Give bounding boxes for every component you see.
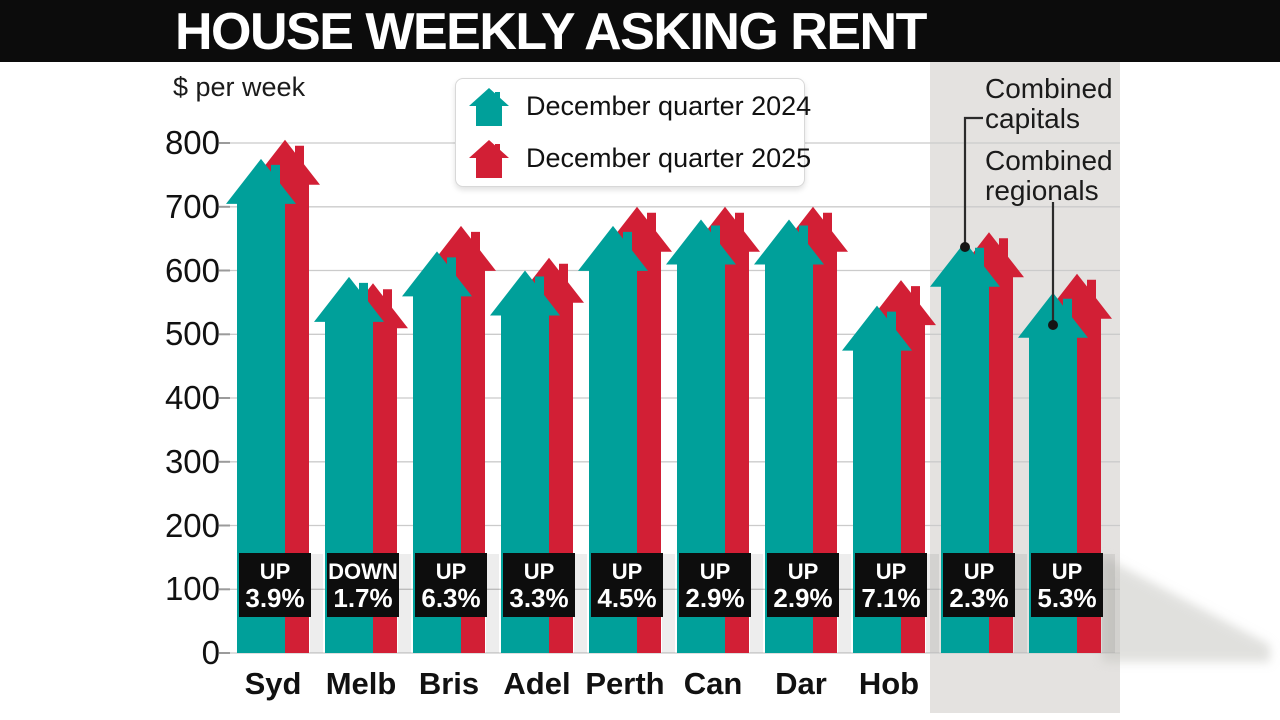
change-badge-5: UP 2.9% — [679, 553, 751, 617]
change-badge-4: UP 4.5% — [591, 553, 663, 617]
bar-shadow — [398, 554, 411, 653]
change-badge-7: UP 7.1% — [855, 553, 927, 617]
change-direction: UP — [787, 559, 819, 584]
change-direction: UP — [611, 559, 643, 584]
bar-shadow — [662, 554, 675, 653]
ground-shadow — [1102, 556, 1270, 662]
x-axis-label-syd: Syd — [244, 666, 302, 701]
bar-shadow — [574, 554, 587, 653]
x-axis-label-melb: Melb — [325, 666, 397, 701]
legend-house-glyph — [469, 87, 509, 126]
y-axis-label-500: 500 — [164, 315, 220, 353]
y-axis-label-0: 0 — [201, 634, 220, 671]
legend-house-glyph — [469, 139, 509, 178]
change-badge-6: UP 2.9% — [767, 553, 839, 617]
change-badge-9: UP 5.3% — [1031, 553, 1103, 617]
house-bar-2024-0 — [226, 158, 296, 653]
legend-item-2024: December quarter 2024 — [466, 85, 811, 129]
x-axis-label-can: Can — [683, 666, 743, 701]
legend-label-2025: December quarter 2025 — [526, 143, 812, 173]
y-axis-label-300: 300 — [164, 442, 220, 480]
change-percent: 4.5% — [597, 583, 657, 613]
house-bar-2024-8 — [930, 241, 1000, 654]
change-badge-2: UP 6.3% — [415, 553, 487, 617]
y-axis-unit-label: $ per week — [173, 72, 306, 102]
change-direction: UP — [523, 559, 555, 584]
x-axis-label-hob: Hob — [858, 666, 920, 701]
legend: December quarter 2024 December quarter 2… — [455, 78, 811, 187]
bar-shadow — [310, 554, 323, 653]
x-axis-label-perth: Perth — [585, 666, 665, 701]
bar-shadow — [838, 554, 851, 653]
capitals-dot — [960, 242, 970, 252]
legend-label-2024: December quarter 2024 — [526, 91, 812, 121]
annotation-combined-regionals: Combined regionals — [985, 145, 1113, 206]
y-axis-label-100: 100 — [164, 570, 220, 608]
y-axis-label-800: 800 — [164, 124, 220, 161]
change-percent: 3.3% — [509, 583, 569, 613]
change-direction: UP — [259, 559, 291, 584]
change-badge-3: UP 3.3% — [503, 553, 575, 617]
house-bar-2024-4 — [578, 225, 648, 653]
change-percent: 3.9% — [245, 583, 305, 613]
change-percent: 1.7% — [333, 583, 393, 613]
bar-shadow — [750, 554, 763, 653]
y-axis-label-600: 600 — [164, 251, 220, 289]
chart-title: HOUSE WEEKLY ASKING RENT — [175, 3, 927, 61]
y-axis-label-700: 700 — [164, 187, 220, 225]
red-house-icon — [469, 139, 509, 178]
regionals-dot — [1048, 320, 1058, 330]
change-percent: 7.1% — [861, 583, 921, 613]
x-axis-label-bris: Bris — [418, 666, 480, 701]
change-direction: UP — [699, 559, 731, 584]
change-direction: UP — [1051, 559, 1083, 584]
house-bar-2024-6 — [754, 219, 824, 653]
x-axis-label-dar: Dar — [775, 666, 827, 701]
bar-shadow — [1014, 554, 1027, 653]
change-badge-0: UP 3.9% — [239, 553, 311, 617]
annotation-combined-capitals: Combined capitals — [985, 73, 1113, 134]
change-direction: UP — [963, 559, 995, 584]
change-percent: 2.3% — [949, 583, 1009, 613]
bar-shadow — [926, 554, 939, 653]
teal-house-icon — [469, 87, 509, 126]
capitals-leader-line — [963, 116, 983, 244]
legend-item-2025: December quarter 2025 — [466, 137, 811, 181]
title-bar: HOUSE WEEKLY ASKING RENT — [0, 0, 1280, 62]
y-axis-label-400: 400 — [164, 379, 220, 416]
change-percent: 2.9% — [773, 583, 833, 613]
house-bar-2024-5 — [666, 219, 736, 653]
change-badge-1: DOWN 1.7% — [327, 553, 399, 617]
change-badge-8: UP 2.3% — [943, 553, 1015, 617]
change-direction: DOWN — [328, 559, 398, 584]
change-percent: 2.9% — [685, 583, 745, 613]
y-axis-label-200: 200 — [164, 506, 220, 544]
bar-shadow — [1102, 554, 1115, 653]
bar-shadow — [486, 554, 499, 653]
change-percent: 5.3% — [1037, 583, 1097, 613]
house-bar-2024-2 — [402, 251, 472, 653]
change-direction: UP — [875, 559, 907, 584]
change-direction: UP — [435, 559, 467, 584]
x-axis-label-adel: Adel — [503, 666, 571, 701]
change-percent: 6.3% — [421, 583, 481, 613]
